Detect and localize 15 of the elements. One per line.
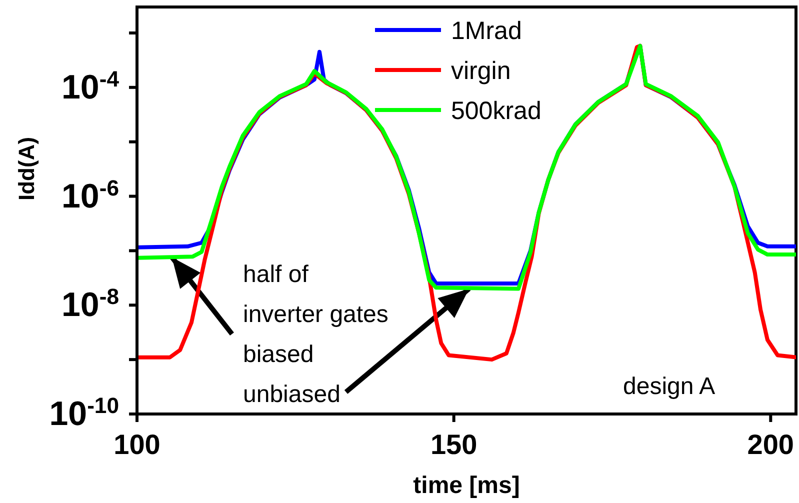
y-tick-label: 10$^{-8}$ <box>62 284 119 324</box>
annotation: half of <box>243 261 309 288</box>
annotation: biased <box>243 341 314 368</box>
legend-label: 1Mrad <box>451 17 522 45</box>
x-tick-label: 150 <box>430 428 478 460</box>
y-tick-label: 10$^{-4}$ <box>62 66 120 106</box>
legend-label: 500krad <box>451 97 542 125</box>
legend-label: virgin <box>451 57 511 85</box>
annotation: inverter gates <box>243 301 388 328</box>
y-tick-label: 10$^{-6}$ <box>62 174 119 216</box>
annotation: unbiased <box>243 381 340 408</box>
annotation: design A <box>623 373 716 400</box>
x-tick-label: 200 <box>747 428 794 460</box>
y-axis-title: Idd(A) <box>14 136 39 200</box>
x-axis-title: time [ms] <box>413 472 520 499</box>
